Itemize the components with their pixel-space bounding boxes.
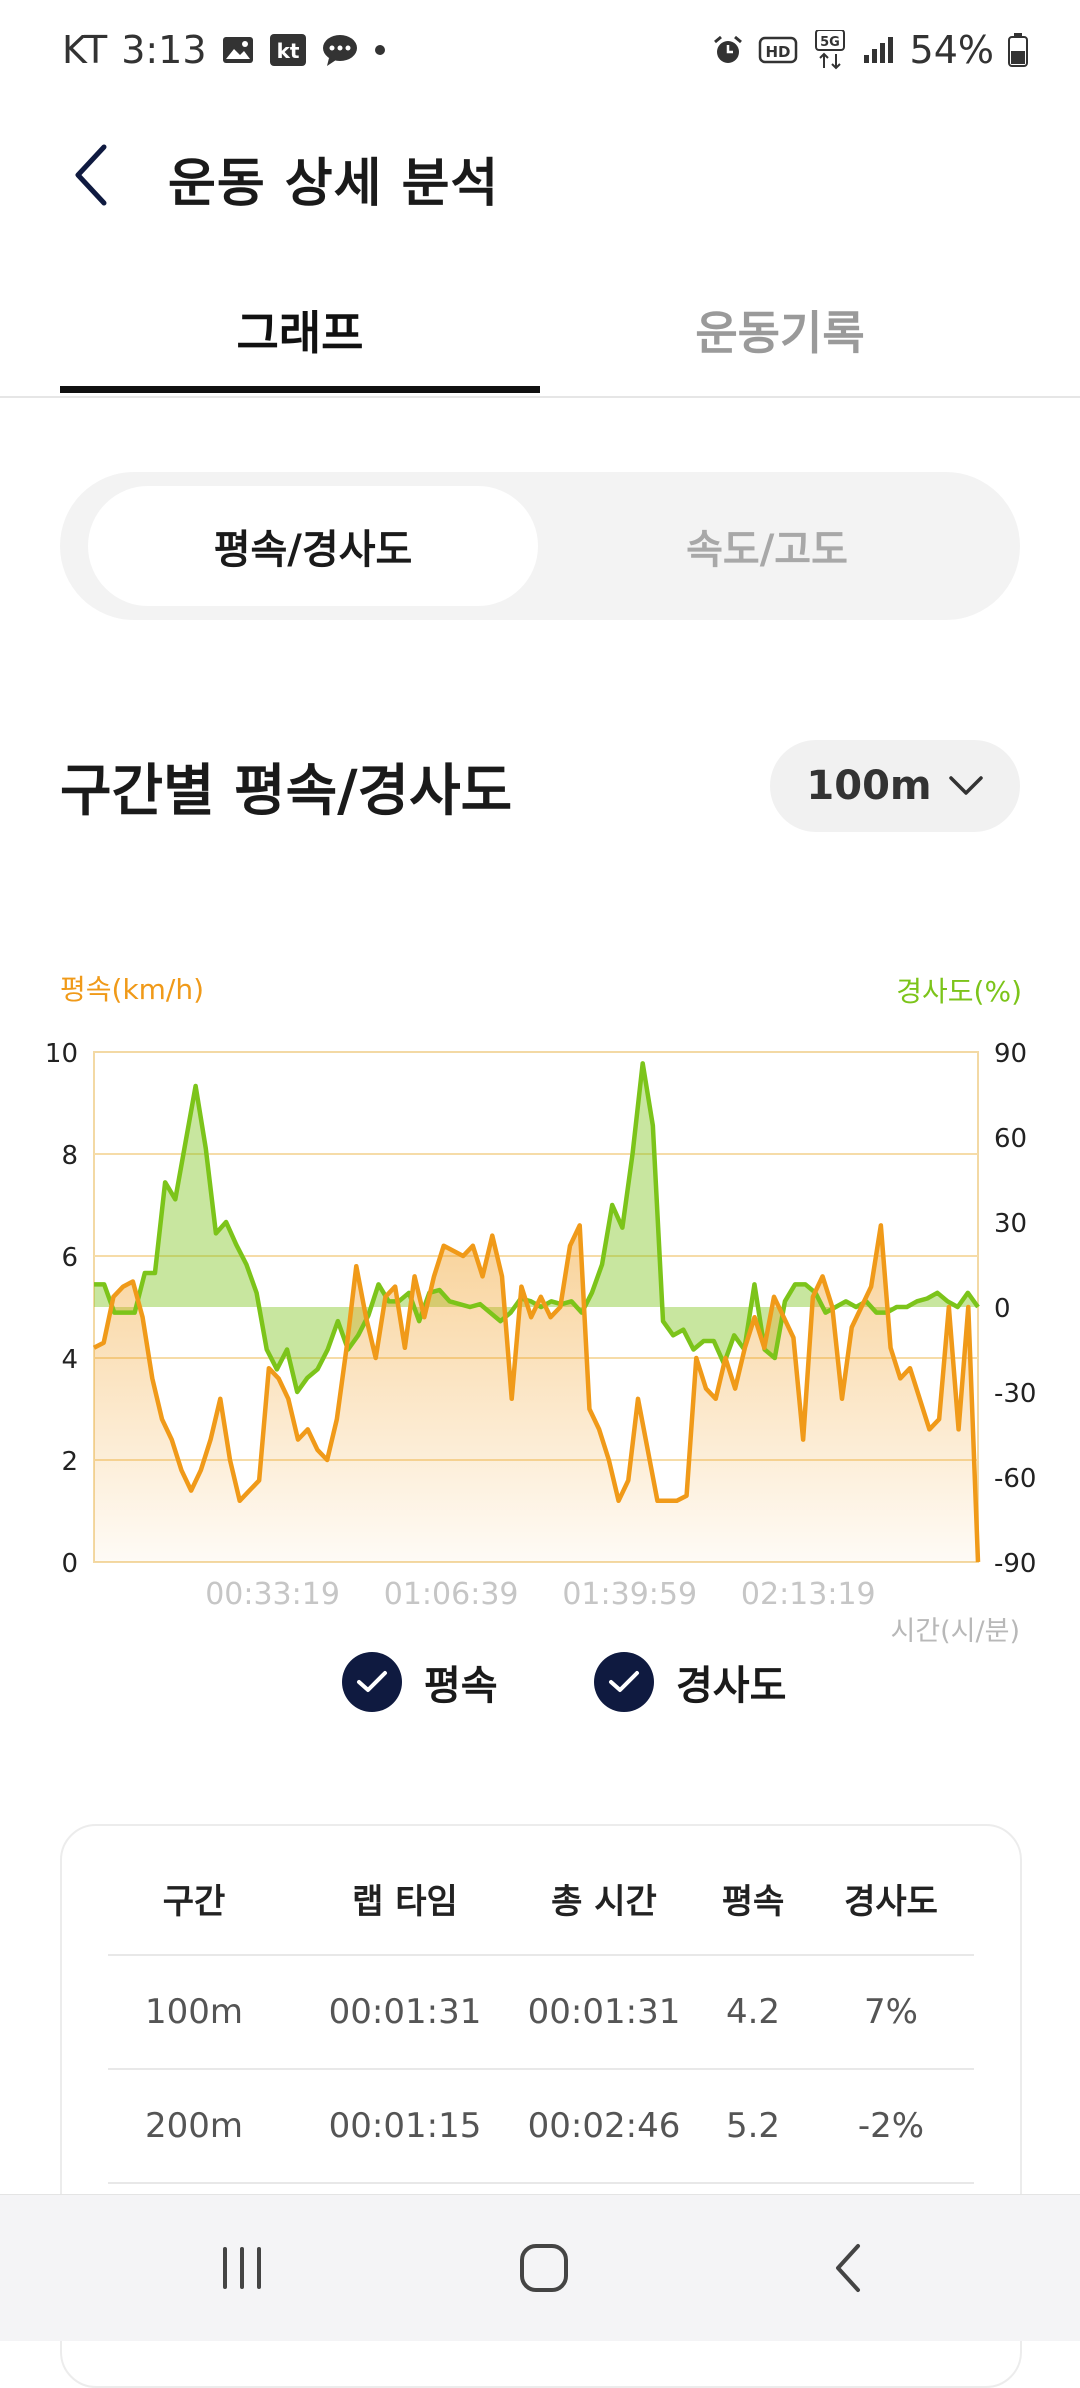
slope-area [94, 1063, 978, 1392]
cell-lap-time: 00:01:15 [328, 2106, 482, 2146]
home-button[interactable] [464, 2195, 624, 2341]
check-icon [594, 1652, 654, 1712]
battery-icon [1008, 33, 1028, 67]
y-left-tick-label: 0 [61, 1549, 78, 1579]
distance-value: 100m [806, 763, 932, 809]
cell-total-time: 00:01:31 [527, 1992, 681, 2032]
cell-total-time: 00:02:46 [527, 2106, 681, 2146]
tab-exercise-record[interactable]: 운동기록 [695, 306, 865, 360]
message-icon [321, 33, 359, 67]
header-slope: 경사도 [844, 1881, 938, 1922]
svg-text:5G: 5G [820, 35, 840, 50]
page-title: 운동 상세 분석 [168, 154, 500, 214]
cell-section: 100m [144, 1992, 243, 2032]
table-row: 200m 00:01:15 00:02:46 5.2 -2% [108, 2070, 974, 2184]
notification-dot-icon [373, 43, 387, 57]
header-section: 구간 [162, 1881, 226, 1922]
alarm-icon [712, 34, 744, 66]
cell-section: 200m [144, 2106, 243, 2146]
distance-dropdown[interactable]: 100m [770, 740, 1020, 832]
svg-text:kt: kt [276, 39, 299, 63]
y-right-tick-label: 60 [994, 1124, 1027, 1154]
segment-speed-altitude[interactable]: 속도/고도 [686, 527, 848, 573]
x-tick-label: 00:33:19 [205, 1577, 340, 1612]
x-tick-label: 01:39:59 [562, 1577, 697, 1612]
status-bar: KT 3:13 kt HD 5G 54% [0, 0, 1080, 105]
legend-slope-label: 경사도 [676, 1663, 787, 1709]
table-header: 구간 랩 타임 총 시간 평속 경사도 [108, 1842, 974, 1956]
table-row: 100m 00:01:31 00:01:31 4.2 7% [108, 1956, 974, 2070]
x-tick-label: 02:13:19 [741, 1577, 876, 1612]
back-arrow-icon [75, 144, 107, 206]
y-right-tick-label: 0 [994, 1294, 1011, 1324]
y-left-axis-title: 평속(km/h) [60, 973, 205, 1006]
x-axis-title: 시간(시/분) [890, 1616, 1020, 1647]
header-lap-time: 랩 타임 [352, 1881, 458, 1922]
y-left-tick-label: 10 [45, 1039, 78, 1069]
chart-type-segment: 평속/경사도 속도/고도 [60, 472, 1020, 620]
back-icon [836, 2244, 860, 2292]
recent-apps-button[interactable] [162, 2195, 322, 2341]
battery-percent: 54% [909, 28, 994, 72]
y-left-tick-label: 2 [61, 1447, 78, 1477]
carrier-label: KT [62, 28, 108, 72]
5g-network-icon: 5G [812, 30, 848, 70]
section-title: 구간별 평속/경사도 [60, 759, 513, 824]
system-nav-bar [0, 2194, 1080, 2341]
system-back-button[interactable] [768, 2195, 928, 2341]
header: 운동 상세 분석 [0, 105, 1080, 255]
x-tick-label: 01:06:39 [384, 1577, 519, 1612]
chevron-down-icon [948, 776, 983, 795]
cell-lap-time: 00:01:31 [328, 1992, 482, 2032]
home-icon [520, 2244, 568, 2292]
gallery-icon [221, 35, 255, 65]
cell-avg-speed: 5.2 [725, 2106, 781, 2146]
y-right-tick-label: -90 [994, 1549, 1036, 1579]
kt-app-icon: kt [269, 33, 307, 67]
legend-speed[interactable]: 평속 [342, 1652, 498, 1712]
tab-graph[interactable]: 그래프 [236, 306, 364, 360]
y-left-tick-label: 8 [61, 1141, 78, 1171]
segment-speed-slope[interactable]: 평속/경사도 [88, 486, 538, 606]
y-right-tick-label: 90 [994, 1039, 1027, 1069]
y-right-tick-label: -30 [994, 1379, 1036, 1409]
main-tabs: 그래프 운동기록 [0, 270, 1080, 398]
speed-line [92, 1223, 981, 1563]
y-right-tick-label: -60 [994, 1464, 1036, 1494]
y-right-axis-title: 경사도(%) [896, 975, 1022, 1008]
check-icon [342, 1652, 402, 1712]
legend-slope[interactable]: 경사도 [594, 1652, 786, 1712]
header-avg-speed: 평속 [721, 1881, 785, 1922]
cell-slope: -2% [857, 2106, 925, 2146]
cell-slope: 7% [864, 1992, 918, 2032]
recent-apps-icon [223, 2247, 261, 2289]
cell-avg-speed: 4.2 [725, 1992, 781, 2032]
svg-text:HD: HD [765, 43, 790, 61]
clock: 3:13 [121, 28, 207, 72]
y-left-tick-label: 4 [61, 1345, 78, 1375]
legend-speed-label: 평속 [424, 1663, 498, 1709]
hd-voice-icon: HD [758, 35, 798, 65]
header-total-time: 총 시간 [551, 1881, 657, 1922]
speed-slope-chart: 10 8 6 4 2 0 90 60 30 0 -30 -60 -90 00:33:19 01:06:39 0… [45, 1039, 1037, 1647]
speed-area [94, 1225, 978, 1562]
tab-active-indicator [60, 386, 540, 393]
back-button[interactable] [62, 125, 122, 225]
chart-legend: 평속 경사도 [0, 1652, 1080, 1722]
y-right-tick-label: 30 [994, 1209, 1027, 1239]
y-left-tick-label: 6 [61, 1243, 78, 1273]
signal-icon [862, 35, 896, 65]
